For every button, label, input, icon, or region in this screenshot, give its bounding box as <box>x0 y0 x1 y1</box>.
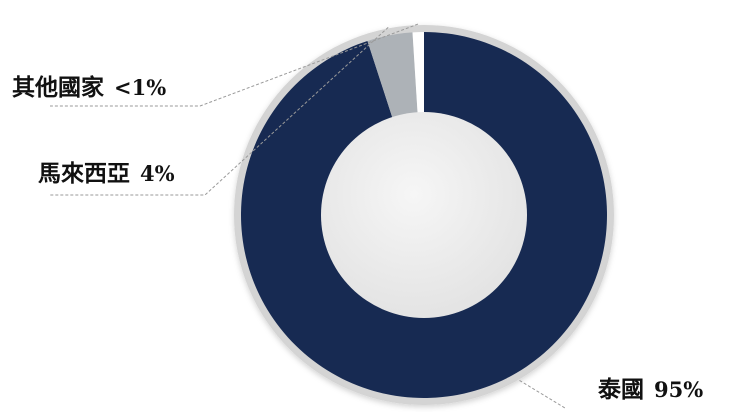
slice-percent-malaysia: 4% <box>140 161 175 186</box>
chart-center-disc <box>321 112 527 318</box>
chart-leader-lines <box>50 23 566 409</box>
leader-line-malaysia <box>50 27 389 196</box>
slice-label-thailand: 泰國 95% <box>598 378 703 401</box>
leader-line-other-countries <box>50 23 419 107</box>
slice-name-malaysia: 馬來西亞 <box>38 160 130 187</box>
slice-other-countries <box>412 32 424 115</box>
leader-line-thailand <box>519 379 566 409</box>
slice-name-other-countries: 其他國家 <box>12 74 104 101</box>
slice-label-malaysia: 馬來西亞 4% <box>38 162 175 185</box>
slice-percent-other-countries: <1% <box>114 75 167 100</box>
slice-thailand <box>240 32 607 398</box>
slice-percent-thailand: 95% <box>654 377 704 402</box>
slice-name-thailand: 泰國 <box>598 376 644 403</box>
chart-slices <box>240 32 607 398</box>
slice-malaysia <box>367 32 418 119</box>
slice-label-other-countries: 其他國家 <1% <box>12 76 166 99</box>
